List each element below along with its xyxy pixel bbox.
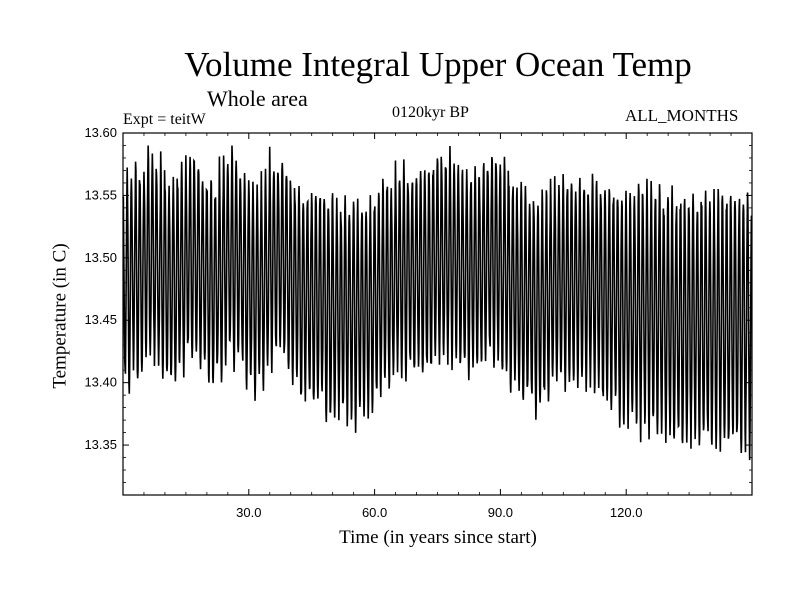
months-label: ALL_MONTHS	[625, 106, 739, 125]
y-tick-label: 13.40	[84, 375, 117, 390]
x-axis: 30.0 60.0 90.0 120.0	[143, 133, 732, 520]
y-axis: 13.35 13.40 13.45 13.50 13.55 13.60	[84, 125, 752, 496]
y-tick-label: 13.35	[84, 437, 117, 452]
x-tick-label: 30.0	[236, 505, 261, 520]
chart-subtitle: Whole area	[207, 86, 308, 111]
chart-title: Volume Integral Upper Ocean Temp	[184, 45, 692, 84]
experiment-label: Expt = teitW	[123, 111, 206, 128]
series-line	[122, 145, 753, 461]
x-axis-label: Time (in years since start)	[339, 527, 537, 548]
series-layer	[122, 145, 753, 461]
y-tick-label: 13.45	[84, 312, 117, 327]
y-tick-label: 13.55	[84, 187, 117, 202]
x-tick-label: 120.0	[610, 505, 643, 520]
y-tick-label: 13.50	[84, 250, 117, 265]
x-tick-label: 90.0	[488, 505, 513, 520]
period-label: 0120kyr BP	[392, 104, 469, 121]
y-tick-label: 13.60	[84, 125, 117, 140]
x-tick-label: 60.0	[362, 505, 387, 520]
